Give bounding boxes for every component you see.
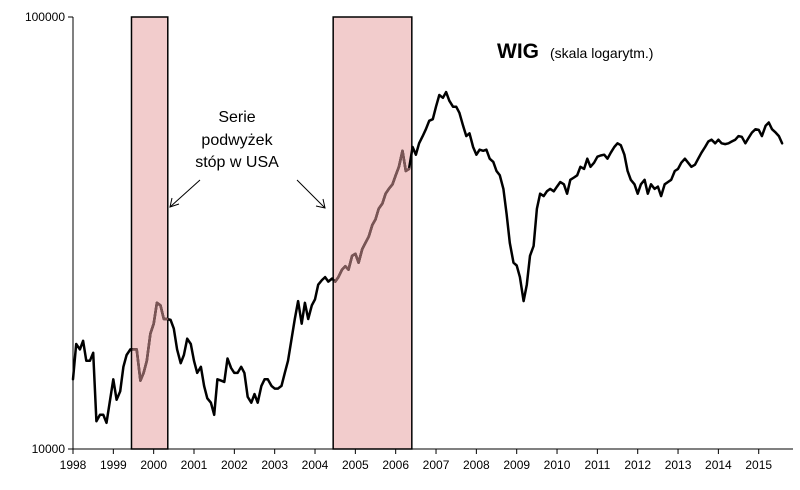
annotation-arrowhead-right [315,198,326,209]
x-tick-label: 2015 [745,458,772,472]
x-tick-label: 2006 [382,458,409,472]
x-tick-label: 1998 [60,458,87,472]
shaded-period-2 [332,16,413,450]
y-tick-label: 100000 [25,10,65,24]
series-line-in-period-1 [132,301,169,382]
annotation-arrow-left [169,179,201,208]
shaded-period-1 [130,16,169,450]
x-tick-label: 2011 [584,458,610,472]
x-tick-label: 2013 [665,458,692,472]
annotation-line-2: podwyżek [201,132,273,149]
tick-labels-layer: 10000 100000 1998 1999 2000 2001 2002 2003 2004 2… [25,10,772,472]
x-tick-label: 2000 [140,458,167,472]
x-tick-label: 2004 [302,458,329,472]
series-line-in-period-2 [333,149,411,283]
chart-subtitle: (skala logarytm.) [550,45,653,61]
annotation-arrow-right [296,179,326,209]
x-tick-label: 2007 [423,458,450,472]
x-tick-label: 2002 [221,458,248,472]
x-tick-label: 1999 [100,458,127,472]
x-tick-label: 2003 [261,458,288,472]
y-tick-label: 10000 [32,442,66,456]
series-line-wig [71,90,784,425]
x-tick-label: 2005 [342,458,369,472]
x-tick-label: 2014 [705,458,732,472]
chart-title: WIG [497,40,539,63]
x-tick-label: 2012 [624,458,651,472]
x-tick-label: 2001 [181,458,208,472]
annotation-line-3: stóp w USA [195,154,279,171]
axes-layer [72,17,793,450]
annotation-line-1: Serie [218,109,255,126]
x-tick-label: 2009 [503,458,530,472]
annotation-group: Serie podwyżek stóp w USA [169,109,326,209]
annotation-arrowhead-left [169,197,180,208]
shaded-periods-layer [130,16,413,450]
x-tick-label: 2008 [463,458,490,472]
series-layer [71,90,784,425]
x-tick-label: 2010 [544,458,571,472]
